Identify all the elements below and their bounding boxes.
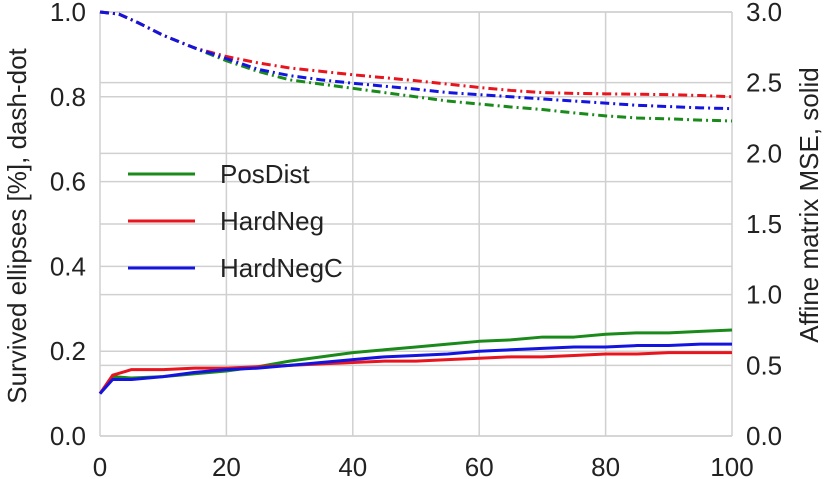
x-tick-label: 40 [338, 452, 367, 479]
legend-label-hardneg: HardNeg [220, 206, 324, 236]
y-right-tick-label: 0.5 [746, 350, 782, 380]
legend-label-posdist: PosDist [220, 159, 310, 189]
y-right-tick-label: 1.5 [746, 209, 782, 239]
y-axis-right-label: Affine matrix MSE, solid [794, 67, 824, 343]
series-line-hardnegc-survived [99, 10, 733, 111]
y-left-tick-label: 0.2 [50, 336, 86, 366]
series-line-hardneg-survived [99, 10, 733, 99]
series-line-hardneg-mse [98, 351, 732, 395]
y-right-tick-label: 2.0 [746, 138, 782, 168]
y-left-tick-label: 0.6 [50, 167, 86, 197]
legend: PosDist HardNeg HardNegC [128, 159, 343, 283]
y-right-tick-label: 1.0 [746, 280, 782, 310]
x-tick-label: 0 [93, 452, 107, 479]
x-tick-label: 60 [465, 452, 494, 479]
y-left-tick-label: 1.0 [50, 0, 86, 27]
tick-labels: 0 20 40 60 80 1000.00.20.40.60.81.00.00.51.01… [50, 0, 782, 479]
y-left-tick-label: 0.0 [50, 421, 86, 451]
y-axis-left-label: Survived ellipses [%], dash-dot [2, 47, 32, 403]
y-right-tick-label: 2.5 [746, 68, 782, 98]
y-right-tick-label: 3.0 [746, 0, 782, 27]
x-tick-label: 80 [591, 452, 620, 479]
series-line-posdist-survived [99, 10, 733, 123]
x-tick-label: 100 [710, 452, 753, 479]
y-left-tick-label: 0.4 [50, 251, 86, 281]
legend-label-hardnegc: HardNegC [220, 253, 343, 283]
y-right-tick-label: 0.0 [746, 421, 782, 451]
series-lines [98, 10, 733, 395]
y-left-tick-label: 0.8 [50, 82, 86, 112]
grid [99, 11, 733, 437]
series-line-hardnegc-mse [98, 342, 732, 395]
x-tick-label: 20 [212, 452, 241, 479]
